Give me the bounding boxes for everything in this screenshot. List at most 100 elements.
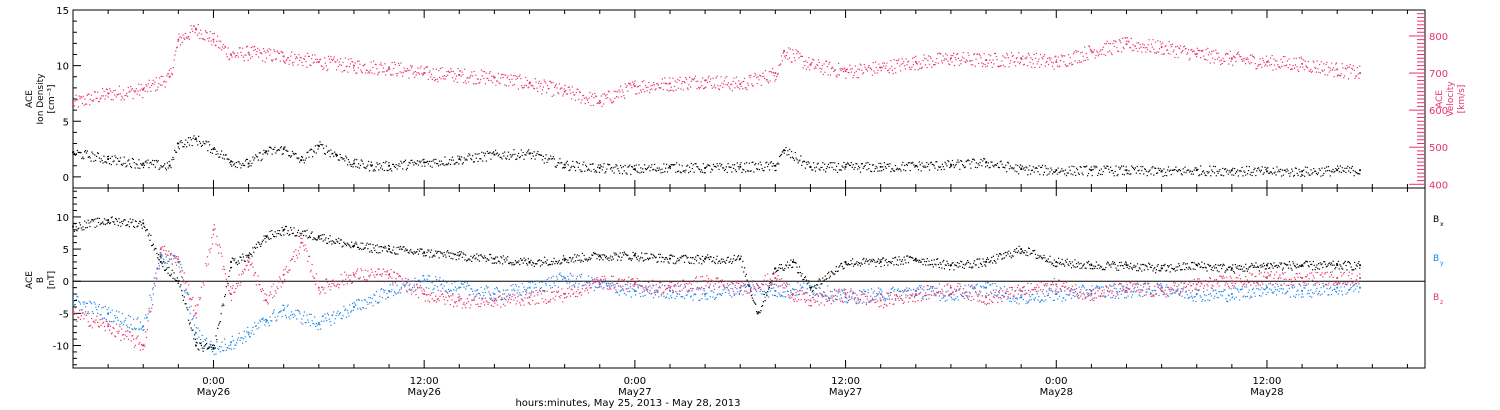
density-sample — [1175, 166, 1177, 168]
velocity-sample — [197, 23, 199, 26]
density-sample — [221, 150, 223, 152]
velocity-sample — [1263, 61, 1265, 64]
velocity-sample — [157, 86, 159, 88]
velocity-sample — [882, 62, 884, 64]
by-sample — [493, 297, 495, 299]
velocity-sample — [490, 79, 492, 82]
by-sample — [730, 287, 732, 290]
velocity-sample — [417, 67, 419, 69]
velocity-sample — [276, 50, 278, 52]
by-sample — [1276, 289, 1279, 291]
by-sample — [1194, 295, 1196, 298]
density-sample — [589, 163, 591, 165]
density-sample — [244, 160, 247, 162]
velocity-sample — [1125, 40, 1128, 42]
velocity-sample — [1179, 47, 1181, 50]
bz-sample — [90, 324, 92, 327]
velocity-sample — [1141, 51, 1143, 53]
by-sample — [923, 289, 925, 291]
bz-sample — [110, 333, 112, 335]
velocity-sample — [251, 56, 253, 58]
density-sample — [674, 163, 676, 166]
by-sample — [357, 308, 359, 310]
by-sample — [250, 332, 252, 334]
velocity-sample — [131, 87, 133, 90]
velocity-sample — [220, 40, 222, 42]
density-sample — [131, 157, 134, 160]
density-sample — [184, 143, 186, 146]
velocity-sample — [269, 54, 271, 56]
velocity-sample — [915, 55, 917, 57]
density-sample — [678, 164, 681, 166]
density-sample — [220, 153, 222, 155]
density-sample — [1134, 167, 1137, 169]
velocity-sample — [726, 75, 728, 78]
density-sample — [205, 140, 207, 142]
by-sample — [816, 287, 818, 290]
velocity-sample — [771, 71, 773, 74]
velocity-sample — [221, 46, 224, 48]
velocity-sample — [1132, 43, 1134, 46]
density-sample — [1007, 162, 1010, 164]
velocity-sample — [1085, 52, 1087, 55]
velocity-sample — [255, 53, 257, 56]
by-sample — [1142, 283, 1145, 285]
velocity-sample — [118, 93, 120, 95]
by-sample — [1305, 284, 1308, 286]
bz-point — [300, 241, 303, 244]
velocity-sample — [1049, 59, 1051, 61]
by-sample — [521, 283, 523, 285]
velocity-sample — [1330, 69, 1332, 72]
by-sample — [466, 282, 469, 284]
density-sample — [535, 154, 537, 157]
density-sample — [1155, 167, 1157, 170]
velocity-sample — [439, 76, 441, 79]
by-sample — [733, 294, 735, 296]
by-sample — [167, 260, 169, 262]
by-sample — [146, 316, 148, 318]
by-sample — [779, 293, 781, 296]
by-sample — [716, 294, 718, 296]
velocity-sample — [661, 78, 664, 80]
by-sample — [85, 306, 87, 308]
by-sample — [592, 282, 595, 284]
velocity-sample — [1182, 49, 1184, 51]
density-sample — [1210, 175, 1212, 177]
velocity-sample — [107, 96, 109, 98]
density-sample — [919, 164, 921, 166]
density-sample — [354, 158, 356, 160]
velocity-sample — [759, 74, 761, 76]
by-sample — [184, 291, 186, 293]
by-sample — [548, 277, 550, 279]
by-sample — [375, 290, 378, 293]
density-sample — [456, 161, 458, 164]
velocity-sample — [857, 68, 859, 70]
velocity-sample — [706, 81, 709, 83]
velocity-sample — [556, 87, 558, 89]
by-point — [1125, 289, 1128, 292]
by-sample — [749, 284, 751, 286]
by-sample — [343, 305, 345, 308]
density-sample — [183, 146, 185, 148]
by-sample — [665, 296, 668, 298]
velocity-sample — [309, 64, 311, 66]
velocity-sample — [788, 47, 790, 49]
velocity-sample — [208, 37, 211, 39]
density-sample — [1188, 169, 1190, 171]
velocity-sample — [1235, 60, 1237, 62]
density-sample — [1093, 165, 1095, 167]
density-sample — [566, 160, 568, 162]
density-sample — [1024, 169, 1026, 171]
velocity-sample — [93, 90, 96, 93]
by-sample — [1342, 282, 1345, 284]
velocity-sample — [796, 50, 799, 52]
velocity-sample — [1022, 55, 1024, 57]
velocity-sample — [865, 68, 867, 70]
velocity-sample — [1197, 49, 1199, 51]
by-sample — [1121, 285, 1123, 287]
by-sample — [1181, 295, 1183, 297]
density-sample — [671, 164, 673, 166]
by-sample — [527, 281, 529, 283]
velocity-sample — [721, 82, 723, 84]
density-sample — [426, 160, 429, 162]
